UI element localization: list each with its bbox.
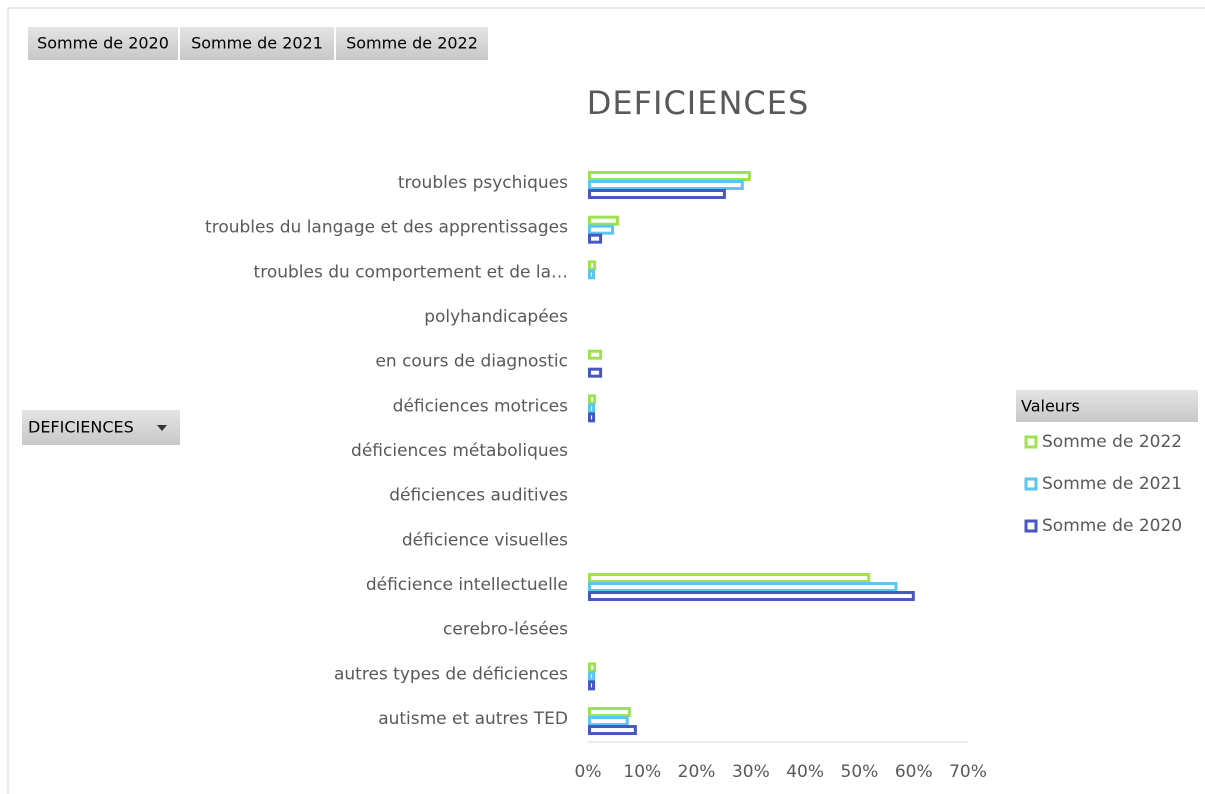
field-button-label: Somme de 2020 bbox=[37, 34, 169, 53]
bar bbox=[588, 680, 596, 691]
x-tick-label: 20% bbox=[678, 762, 716, 782]
bar bbox=[588, 716, 629, 727]
y-tick-label: déficiences motrices bbox=[393, 396, 568, 416]
bar bbox=[588, 394, 597, 405]
x-tick-label: 50% bbox=[841, 762, 879, 782]
bar bbox=[588, 260, 597, 271]
y-tick-label: en cours de diagnostic bbox=[375, 352, 568, 372]
bar bbox=[588, 189, 726, 199]
dropdown-arrow[interactable] bbox=[157, 425, 167, 431]
y-tick-label: cerebro-lésées bbox=[443, 620, 568, 640]
bar bbox=[588, 171, 751, 181]
field-buttons: Somme de 2020 Somme de 2021 Somme de 202… bbox=[28, 27, 488, 60]
bar bbox=[588, 582, 898, 593]
legend-swatch bbox=[1024, 435, 1038, 449]
legend-header bbox=[1016, 390, 1198, 422]
chart-title: DEFICIENCES bbox=[587, 84, 810, 122]
axis-field-button-bg[interactable] bbox=[22, 410, 180, 445]
bar bbox=[588, 215, 619, 226]
y-tick-label: troubles du langage et des apprentissage… bbox=[205, 218, 568, 238]
bar bbox=[588, 180, 744, 190]
axis-field-button[interactable]: DEFICIENCES bbox=[22, 410, 180, 445]
y-tick-label: autres types de déficiences bbox=[334, 664, 568, 684]
field-button[interactable] bbox=[336, 27, 488, 60]
y-tick-label: troubles du comportement et de la… bbox=[254, 262, 568, 282]
x-tick-label: 10% bbox=[623, 762, 661, 782]
bar bbox=[588, 224, 615, 235]
y-tick-label: autisme et autres TED bbox=[378, 709, 568, 729]
bar bbox=[588, 725, 637, 736]
bar bbox=[588, 573, 871, 584]
bar bbox=[588, 403, 596, 414]
bar bbox=[588, 662, 597, 673]
legend-label: Somme de 2022 bbox=[1042, 432, 1182, 452]
legend-label: Somme de 2020 bbox=[1042, 516, 1182, 536]
legend-swatch bbox=[1024, 519, 1038, 533]
bar bbox=[588, 269, 596, 280]
x-tick-label: 30% bbox=[732, 762, 770, 782]
y-tick-label: déficiences auditives bbox=[389, 486, 568, 506]
y-tick-label: déficience visuelles bbox=[402, 530, 568, 550]
field-button[interactable] bbox=[28, 27, 178, 60]
bar bbox=[588, 412, 596, 423]
field-button-label: Somme de 2021 bbox=[191, 34, 323, 53]
y-tick-label: déficiences métaboliques bbox=[351, 441, 568, 461]
y-tick-label: déficience intellectuelle bbox=[366, 575, 568, 595]
bar bbox=[588, 349, 603, 360]
x-tick-label: 60% bbox=[895, 762, 933, 782]
y-tick-label: polyhandicapées bbox=[424, 307, 568, 327]
x-tick-label: 40% bbox=[786, 762, 824, 782]
x-tick-label: 0% bbox=[575, 762, 602, 782]
bar bbox=[588, 671, 596, 682]
legend-label: Somme de 2021 bbox=[1042, 474, 1182, 494]
field-button-label: Somme de 2022 bbox=[346, 34, 478, 53]
x-tick-label: 70% bbox=[949, 762, 987, 782]
bar bbox=[588, 707, 631, 718]
field-button[interactable] bbox=[180, 27, 334, 60]
legend-title: Valeurs bbox=[1021, 397, 1080, 416]
axis-field-label: DEFICIENCES bbox=[28, 418, 134, 437]
bar bbox=[588, 233, 603, 244]
legend-swatch bbox=[1024, 477, 1038, 491]
bar bbox=[588, 591, 915, 602]
bar bbox=[588, 367, 603, 378]
y-tick-label: troubles psychiques bbox=[398, 173, 568, 193]
